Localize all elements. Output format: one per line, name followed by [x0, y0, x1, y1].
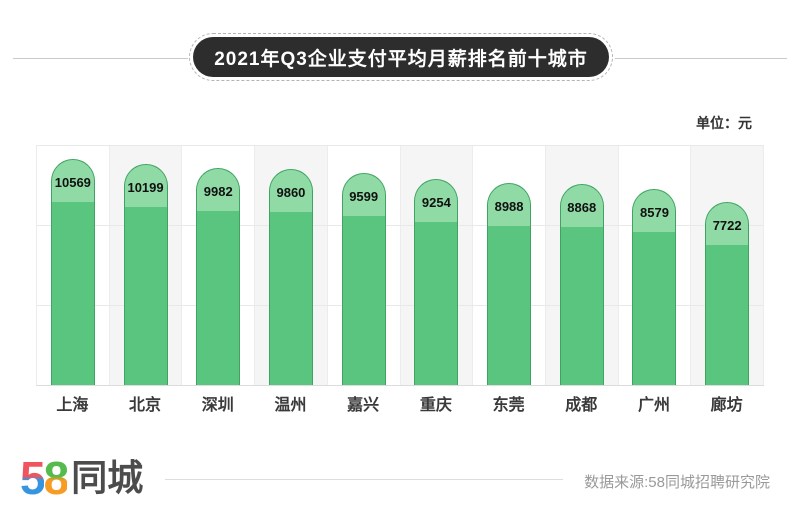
gridline — [37, 145, 764, 146]
bar-cap — [197, 169, 240, 211]
bar-value-label: 9254 — [421, 195, 451, 210]
gridline — [37, 305, 764, 306]
x-axis-label: 广州 — [637, 397, 670, 414]
bar-value-label: 9982 — [203, 184, 233, 199]
plot-column: 10569 — [37, 145, 110, 385]
x-axis-label: 成都 — [565, 397, 598, 414]
bar-value-label: 9860 — [276, 185, 306, 200]
bar-value-label: 10569 — [54, 175, 91, 190]
title-pill-dashed-outline: 2021年Q3企业支付平均月薪排名前十城市 — [189, 33, 613, 81]
x-axis-label: 温州 — [274, 397, 307, 414]
bar-cap — [415, 180, 458, 222]
bar-cap — [269, 170, 312, 212]
unit-label: 单位：元 — [696, 115, 752, 131]
gridline — [37, 225, 764, 226]
plot-column: 8988 — [473, 145, 546, 385]
bar-cap — [488, 184, 531, 226]
plot-columns: 10569 10199 9982 9860 9599 9254 8988 8868 8579 77… — [37, 145, 765, 385]
logo-digit-5: 5 — [20, 452, 46, 504]
bar-温州: 9860 — [268, 169, 313, 385]
logo-digit-8: 8 — [43, 452, 70, 504]
bar-东莞: 8988 — [487, 183, 532, 385]
plot-area: 10569 10199 9982 9860 9599 9254 8988 8868 8579 77… — [36, 145, 765, 386]
logo-cn-text: 同城 — [71, 457, 144, 498]
logo-58-digits: 58 — [20, 452, 70, 504]
x-axis-label: 深圳 — [201, 397, 234, 414]
bar-上海: 10569 — [50, 159, 95, 385]
data-source-label: 数据来源:58同城招聘研究院 — [584, 474, 770, 491]
bar-广州: 8579 — [632, 189, 677, 385]
title-decor-line-right — [615, 58, 787, 59]
plot-column: 9254 — [400, 145, 474, 385]
logo-58tongcheng: 58 同城 — [20, 452, 143, 504]
bar-嘉兴: 9599 — [341, 173, 386, 385]
x-axis-label: 嘉兴 — [347, 397, 380, 414]
bar-cap — [51, 160, 94, 202]
bar-cap — [124, 165, 167, 207]
x-axis-label: 上海 — [56, 397, 89, 414]
plot-column: 9599 — [328, 145, 401, 385]
x-axis-label: 重庆 — [419, 397, 452, 414]
x-axis-labels: 上海 北京 深圳 温州 嘉兴 重庆 东莞 成都 广州 廊坊 — [36, 393, 763, 419]
bar-value-label: 8868 — [567, 200, 597, 215]
bar-value-label: 8579 — [640, 205, 669, 220]
bar-cap — [633, 190, 676, 232]
footer-divider-line — [165, 479, 563, 480]
plot-column: 10199 — [109, 145, 183, 385]
bar-廊坊: 7722 — [705, 202, 750, 385]
bar-value-label: 10199 — [127, 180, 164, 195]
x-axis-label: 廊坊 — [710, 397, 743, 414]
plot-column: 8579 — [619, 145, 692, 385]
plot-column: 9982 — [182, 145, 256, 385]
page-title: 2021年Q3企业支付平均月薪排名前十城市 — [193, 37, 609, 77]
bar-重庆: 9254 — [414, 179, 459, 385]
bar-成都: 8868 — [559, 184, 604, 385]
bar-value-label: 8988 — [494, 199, 524, 214]
bar-深圳: 9982 — [196, 168, 241, 385]
x-axis-label: 东莞 — [492, 397, 525, 414]
plot-column: 7722 — [691, 145, 765, 385]
plot-column: 9860 — [255, 145, 328, 385]
x-axis-label: 北京 — [129, 397, 162, 414]
bar-cap — [706, 203, 749, 245]
bar-value-label: 7722 — [712, 218, 742, 233]
bar-value-label: 9599 — [349, 189, 379, 204]
bar-cap — [560, 185, 603, 227]
bar-北京: 10199 — [123, 164, 168, 385]
bar-cap — [342, 174, 385, 216]
plot-column: 8868 — [545, 145, 619, 385]
title-decor-line-left — [13, 58, 188, 59]
